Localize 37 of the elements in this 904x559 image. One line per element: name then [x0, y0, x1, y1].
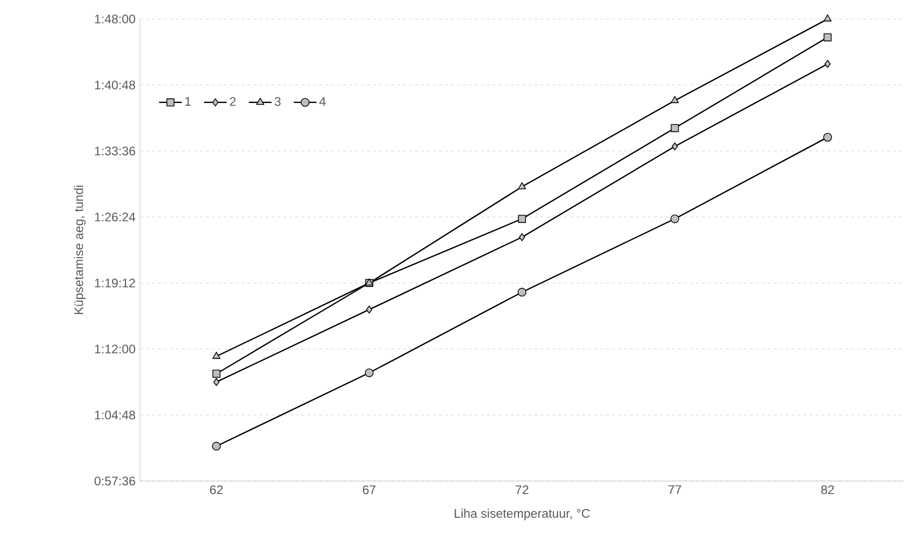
x-axis-title: Liha sisetemperatuur, °C — [454, 508, 590, 520]
point — [670, 124, 679, 132]
legend-label: 2 — [230, 97, 236, 106]
y-tick-label: 1:40:48 — [95, 80, 136, 90]
point — [670, 96, 679, 104]
point — [518, 182, 526, 190]
point — [824, 60, 831, 68]
legend-label: 1 — [185, 97, 191, 106]
point — [212, 352, 220, 359]
legend-label: 3 — [274, 97, 281, 106]
x-tick-label: 72 — [516, 485, 528, 494]
x-tick-label: 82 — [821, 485, 834, 494]
legend-label: 4 — [319, 97, 326, 106]
y-tick-label: 0:57:36 — [94, 476, 136, 486]
point — [212, 370, 220, 378]
x-tick-label: 67 — [362, 485, 376, 494]
y-axis-title: Küpsetamise aeg, tundi — [74, 186, 86, 314]
y-tick-label: 1:48:00 — [95, 14, 136, 24]
point — [366, 306, 372, 314]
point — [672, 142, 678, 150]
x-tick-label: 77 — [668, 485, 682, 494]
point — [518, 288, 526, 297]
point — [213, 378, 220, 386]
point — [364, 368, 374, 378]
y-tick-label: 1:33:36 — [95, 146, 136, 156]
y-tick-label: 1:12:00 — [95, 344, 136, 354]
point — [824, 33, 832, 42]
x-tick-label: 62 — [210, 485, 223, 494]
point — [823, 132, 832, 142]
y-tick-label: 1:19:12 — [95, 278, 136, 288]
y-tick-label: 1:04:48 — [95, 410, 136, 420]
point — [670, 214, 680, 224]
point — [518, 214, 526, 223]
y-tick-label: 1:26:24 — [95, 212, 136, 222]
point — [824, 14, 832, 22]
point — [212, 442, 221, 451]
point — [518, 233, 526, 242]
